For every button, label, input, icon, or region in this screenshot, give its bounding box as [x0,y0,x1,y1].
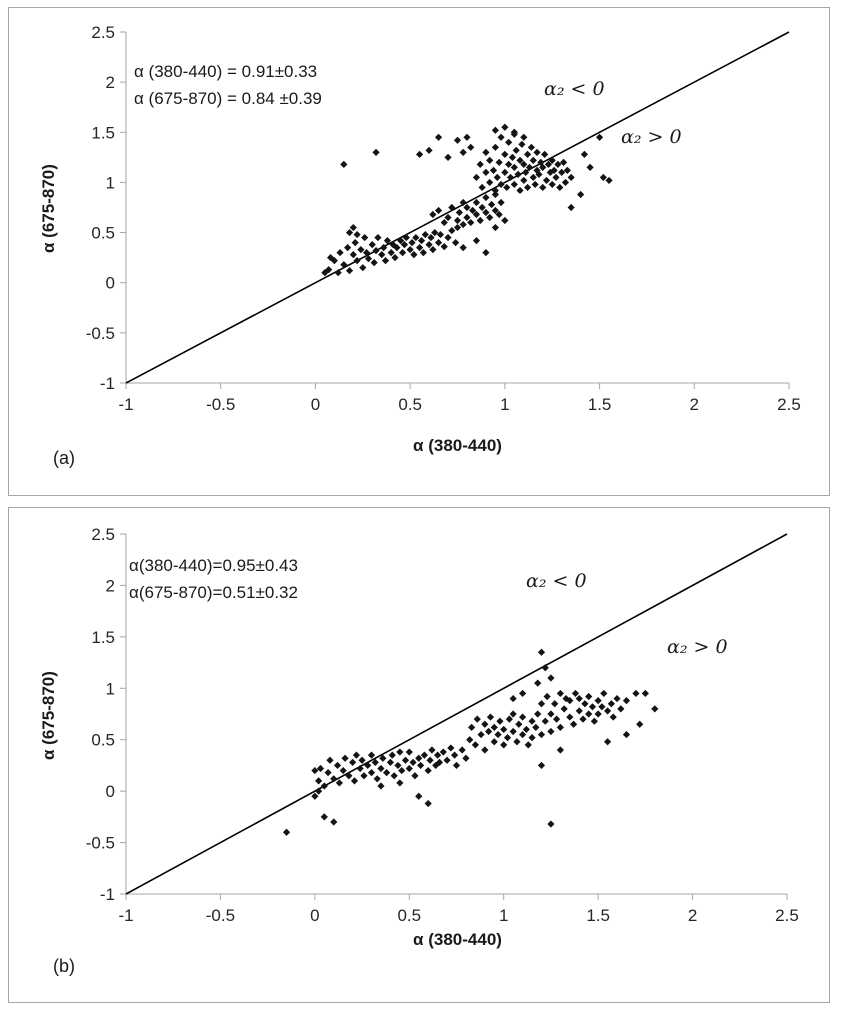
y-axis-label-a: α (675-870) [39,164,58,253]
scatter-chart-a: -1 -0.5 0 0.5 1 1.5 2 2.5 -1 -0.5 0 0.5 1 1.5 2 2.5 [86,23,801,414]
y-axis-label-b: α (675-870) [39,671,58,760]
svg-text:0: 0 [106,782,115,801]
stats-annotation-a: α (380-440) = 0.91±0.33 α (675-870) = 0.… [134,58,322,112]
svg-text:1: 1 [500,395,509,414]
stats-line1-b: α(380-440)=0.95±0.43 [129,556,298,575]
svg-text:-0.5: -0.5 [86,324,115,343]
x-axis-label-b: α (380-440) [413,930,502,949]
svg-text:-1: -1 [118,906,133,925]
svg-text:1.5: 1.5 [586,906,610,925]
stats-line2-a: α (675-870) = 0.84 ±0.39 [134,89,322,108]
svg-text:-0.5: -0.5 [206,906,235,925]
x-axis-label-a: α (380-440) [413,436,502,455]
stats-line2-b: α(675-870)=0.51±0.32 [129,583,298,602]
svg-text:1: 1 [499,906,508,925]
region-label-alpha2-negative-b: α₂ < 0 [526,570,587,592]
panel-letter-a: (a) [53,448,75,468]
svg-text:-0.5: -0.5 [86,834,115,853]
svg-text:0.5: 0.5 [398,395,422,414]
scatter-panel-b: -1 -0.5 0 0.5 1 1.5 2 2.5 -1 -0.5 0 0.5 1 1.5 2 2.5 α(3… [8,507,830,1003]
svg-text:1.5: 1.5 [91,123,115,142]
svg-text:2: 2 [106,576,115,595]
svg-text:-1: -1 [100,885,115,904]
region-label-alpha2-positive-b: α₂ > 0 [667,636,728,658]
svg-text:2: 2 [688,906,697,925]
svg-text:-0.5: -0.5 [206,395,235,414]
svg-text:0.5: 0.5 [91,731,115,750]
svg-text:1: 1 [106,173,115,192]
scatter-chart-b: -1 -0.5 0 0.5 1 1.5 2 2.5 -1 -0.5 0 0.5 1 1.5 2 2.5 [86,525,799,925]
svg-text:0.5: 0.5 [91,224,115,243]
svg-text:-1: -1 [118,395,133,414]
svg-text:0: 0 [310,906,319,925]
svg-text:2.5: 2.5 [91,525,115,544]
scatter-panel-a: -1 -0.5 0 0.5 1 1.5 2 2.5 -1 -0.5 0 0.5 1 1.5 2 2.5 α (… [8,7,830,496]
stats-annotation-b: α(380-440)=0.95±0.43 α(675-870)=0.51±0.3… [129,552,298,606]
svg-text:-1: -1 [100,374,115,393]
svg-text:1.5: 1.5 [588,395,612,414]
svg-text:0: 0 [311,395,320,414]
svg-text:1.5: 1.5 [91,628,115,647]
svg-text:2.5: 2.5 [91,23,115,42]
stats-line1-a: α (380-440) = 0.91±0.33 [134,62,318,81]
region-label-alpha2-positive-a: α₂ > 0 [621,126,682,148]
svg-text:2: 2 [690,395,699,414]
svg-text:1: 1 [106,679,115,698]
region-label-alpha2-negative-a: α₂ < 0 [544,78,605,100]
svg-text:0.5: 0.5 [397,906,421,925]
svg-text:2.5: 2.5 [777,395,801,414]
panel-letter-b: (b) [53,956,75,976]
svg-text:2.5: 2.5 [775,906,799,925]
svg-text:2: 2 [106,73,115,92]
svg-text:0: 0 [106,274,115,293]
